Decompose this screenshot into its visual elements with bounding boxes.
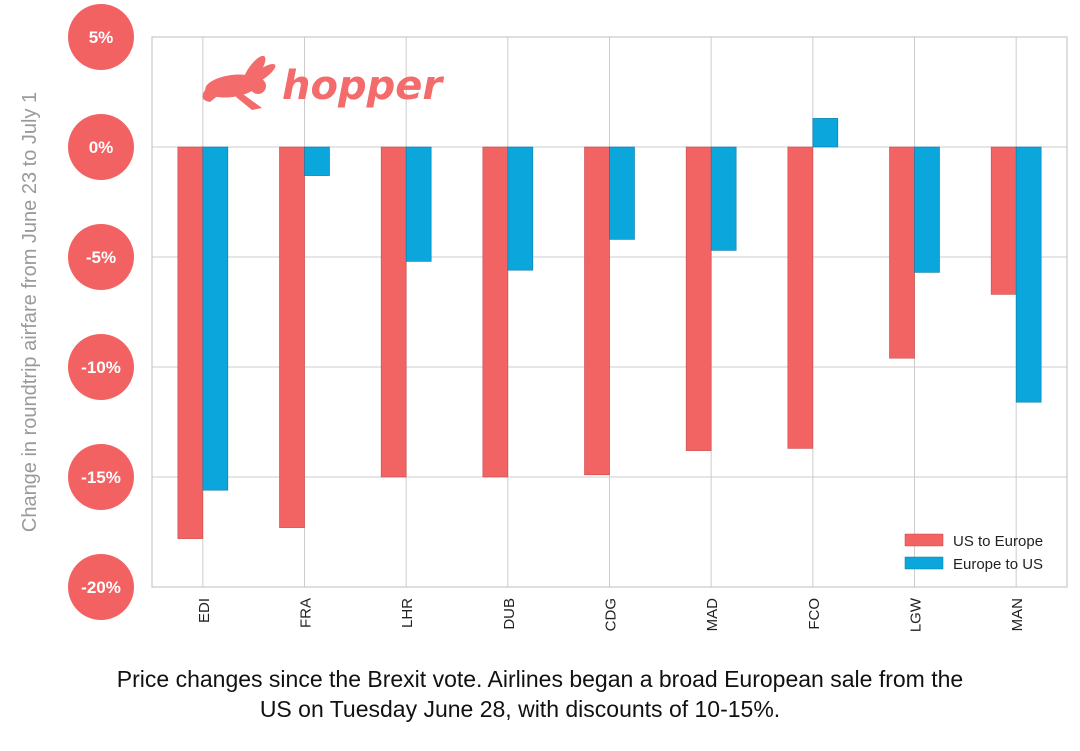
x-tick-label-lhr: LHR xyxy=(399,598,416,628)
bar-chart: 5% 0% -5% -10% -15% -20% EDI FRA LHR DUB CDG MAD FC… xyxy=(19,4,1068,632)
bar-europe-to-us-edi xyxy=(202,146,229,491)
y-tick-label: -15% xyxy=(81,468,121,487)
brand-name: hopper xyxy=(282,63,444,109)
x-tick-label-fra: FRA xyxy=(298,598,315,628)
y-tick-badge xyxy=(68,334,134,400)
y-tick-label: 0% xyxy=(89,138,114,157)
y-tick-label: -10% xyxy=(81,358,121,377)
y-tick-label: -20% xyxy=(81,578,121,597)
bars-layer xyxy=(177,118,1042,539)
y-axis-title: Change in roundtrip airfare from June 23… xyxy=(19,92,41,532)
x-tick-label-dub: DUB xyxy=(501,598,518,630)
x-tick-label-edi: EDI xyxy=(196,598,213,623)
legend-label-us-to-europe: US to Europe xyxy=(953,533,1043,550)
bar-us-to-europe-mad xyxy=(685,146,712,451)
legend-swatch-europe-to-us xyxy=(904,556,944,570)
y-tick-badge xyxy=(68,554,134,620)
bar-us-to-europe-fra xyxy=(279,146,305,528)
bar-us-to-europe-lhr xyxy=(380,146,407,478)
bar-europe-to-us-cdg xyxy=(609,146,635,240)
caption: Price changes since the Brexit vote. Air… xyxy=(0,664,1080,724)
y-tick-label: -5% xyxy=(86,248,116,267)
y-tick-badge xyxy=(68,224,134,290)
bar-us-to-europe-man xyxy=(990,146,1017,295)
legend-swatch-us-to-europe xyxy=(904,533,944,547)
bar-us-to-europe-lgw xyxy=(889,146,915,359)
x-tick-label-lgw: LGW xyxy=(908,597,925,632)
legend: US to Europe Europe to US xyxy=(904,533,1043,573)
y-axis-badges: 5% 0% -5% -10% -15% -20% xyxy=(68,4,134,620)
bar-us-to-europe-fco xyxy=(787,146,814,449)
y-tick-badge xyxy=(68,4,134,70)
hopper-logo: hopper xyxy=(202,55,444,110)
bar-europe-to-us-lhr xyxy=(405,146,432,262)
bar-us-to-europe-edi xyxy=(177,146,204,539)
y-tick-badge xyxy=(68,444,134,510)
bunny-icon xyxy=(202,55,276,110)
bar-europe-to-us-fra xyxy=(304,146,330,176)
x-tick-label-fco: FCO xyxy=(806,598,823,630)
bar-us-to-europe-dub xyxy=(482,146,509,478)
caption-line-2: US on Tuesday June 28, with discounts of… xyxy=(259,696,781,722)
y-tick-badge xyxy=(68,114,134,180)
y-tick-label: 5% xyxy=(89,28,114,47)
bar-europe-to-us-mad xyxy=(710,146,737,251)
caption-line-1: Price changes since the Brexit vote. Air… xyxy=(116,666,964,692)
x-tick-label-mad: MAD xyxy=(704,598,721,632)
bar-europe-to-us-dub xyxy=(507,146,534,271)
bar-europe-to-us-lgw xyxy=(914,146,940,273)
legend-label-europe-to-us: Europe to US xyxy=(953,556,1043,573)
bar-us-to-europe-cdg xyxy=(584,146,610,476)
x-tick-label-cdg: CDG xyxy=(603,598,620,631)
bar-europe-to-us-man xyxy=(1015,146,1042,403)
plot-frame xyxy=(151,36,1068,588)
bar-europe-to-us-fco xyxy=(812,118,839,148)
x-tick-label-man: MAN xyxy=(1009,598,1026,631)
x-axis-tick-labels: EDI FRA LHR DUB CDG MAD FCO LGW MAN xyxy=(196,597,1026,632)
